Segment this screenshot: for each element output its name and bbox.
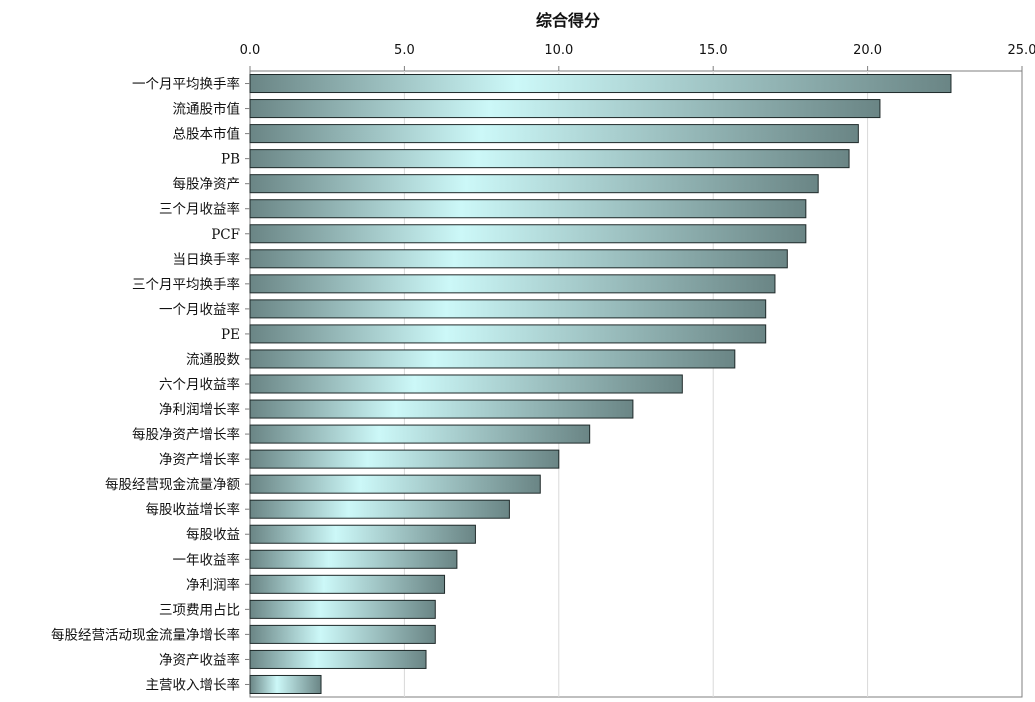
bar [249,549,458,569]
bar [249,574,446,594]
category-label: 三项费用占比 [159,602,240,618]
bar [249,149,850,169]
category-label: 净资产收益率 [159,651,240,668]
category-label: 净利润率 [186,576,240,593]
bar [249,599,436,619]
bar [249,499,510,519]
bar [249,449,560,469]
bar [249,99,881,119]
bar [249,199,807,219]
bar [249,224,807,244]
category-label: 每股经营现金流量净额 [105,477,240,493]
bar [249,299,767,319]
chart-title: 综合得分 [535,11,600,30]
category-label: PB [221,152,240,168]
bar [249,74,952,94]
category-label: 一个月收益率 [159,301,240,318]
bar [249,649,427,669]
x-tick-label: 25.0 [1008,43,1035,58]
category-label: 净利润增长率 [159,401,240,418]
category-label: 每股收益 [186,527,240,543]
category-label: 每股经营活动现金流量净增长率 [51,626,240,643]
category-label: 总股本市值 [173,126,241,143]
x-tick-label: 0.0 [240,43,261,58]
category-label: 主营收入增长率 [146,676,241,693]
bar [249,174,819,194]
bar [249,324,767,344]
x-tick-label: 15.0 [699,43,728,58]
category-label: PE [221,327,240,343]
bar [249,274,776,294]
bar [249,124,859,144]
category-label: 每股净资产 [173,177,241,193]
bar [249,374,683,394]
category-label: 一个月平均换手率 [132,76,240,93]
x-tick-label: 5.0 [394,43,415,58]
category-label: 当日换手率 [173,251,241,268]
category-label: 流通股市值 [173,101,241,118]
bar [249,674,322,694]
category-label: 每股净资产增长率 [132,426,240,443]
bar [249,474,541,494]
bar [249,349,736,369]
bar [249,399,634,419]
x-tick-label: 20.0 [853,43,882,58]
bar [249,524,476,544]
category-label: 一年收益率 [173,551,241,568]
x-tick-label: 10.0 [544,43,573,58]
category-label: 每股收益增长率 [146,501,241,518]
category-label: 流通股数 [186,352,240,368]
category-label: 三个月收益率 [159,201,240,218]
bar [249,624,436,644]
category-label: 三个月平均换手率 [132,276,240,293]
category-label: 净资产增长率 [159,451,240,468]
category-label: 六个月收益率 [159,376,240,393]
bar [249,424,591,444]
bar [249,249,788,269]
category-label: PCF [211,227,240,243]
